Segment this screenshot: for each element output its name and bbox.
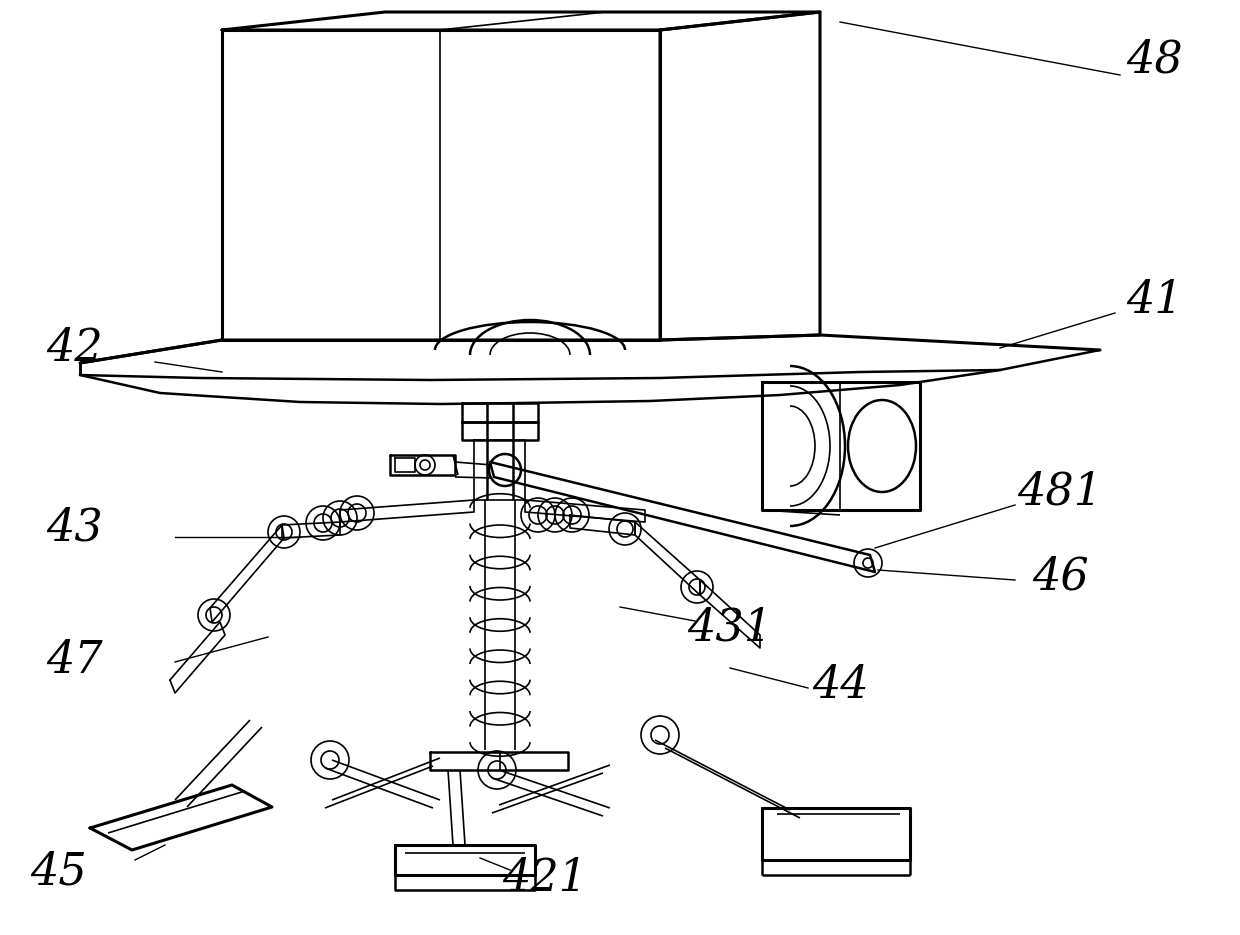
Text: 48: 48: [1127, 38, 1183, 81]
Text: 44: 44: [812, 664, 868, 707]
Text: 421: 421: [502, 856, 588, 899]
Text: 47: 47: [47, 639, 103, 682]
Text: 46: 46: [1032, 555, 1089, 598]
Text: 45: 45: [30, 851, 87, 894]
Text: 431: 431: [687, 607, 773, 650]
Text: 42: 42: [47, 326, 103, 369]
Text: 41: 41: [1127, 279, 1183, 322]
Text: 481: 481: [1018, 470, 1102, 513]
Text: 43: 43: [47, 507, 103, 550]
